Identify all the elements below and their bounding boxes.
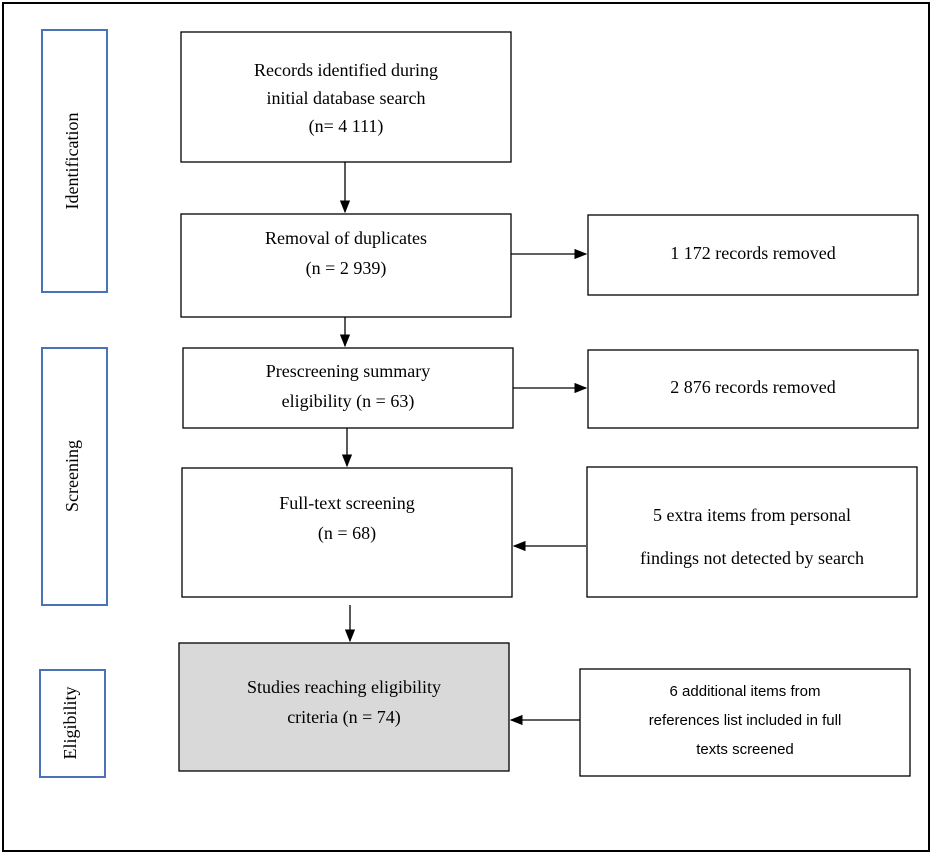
stage-box <box>41 29 108 293</box>
side-box <box>586 466 918 598</box>
stage-box <box>41 347 108 606</box>
box-text: 6 additional items from <box>670 683 821 700</box>
side-box <box>579 668 911 777</box>
box-text: eligibility (n = 63) <box>282 391 415 412</box>
box-text: Full-text screening <box>279 493 414 513</box>
box-text: Prescreening summary <box>266 361 430 381</box>
box-text: (n = 2 939) <box>306 258 387 279</box>
box-text: 2 876 records removed <box>670 377 835 397</box>
box-text: (n = 68) <box>318 523 376 544</box>
process-box <box>180 213 512 318</box>
process-box <box>178 642 510 772</box>
side-box <box>587 214 919 296</box>
box-text: Removal of duplicates <box>265 228 427 248</box>
side-box <box>587 349 919 429</box>
stage-box <box>39 669 106 778</box>
box-text: Studies reaching eligibility <box>247 677 441 697</box>
stage-label: Eligibility <box>60 686 80 759</box>
box-text: (n= 4 111) <box>309 116 384 137</box>
box-text: references list included in full <box>649 712 842 729</box>
stage-label: Screening <box>62 440 82 512</box>
process-box <box>180 31 512 163</box>
process-box <box>182 347 514 429</box>
box-text: initial database search <box>267 88 426 108</box>
box-text: texts screened <box>696 741 794 758</box>
process-box <box>181 467 513 598</box>
box-text: criteria (n = 74) <box>287 707 401 728</box>
box-text: findings not detected by search <box>640 548 864 568</box>
box-text: 5 extra items from personal <box>653 505 851 525</box>
stage-label: Identification <box>62 113 82 210</box>
box-text: Records identified during <box>254 60 438 80</box>
box-text: 1 172 records removed <box>670 243 835 263</box>
